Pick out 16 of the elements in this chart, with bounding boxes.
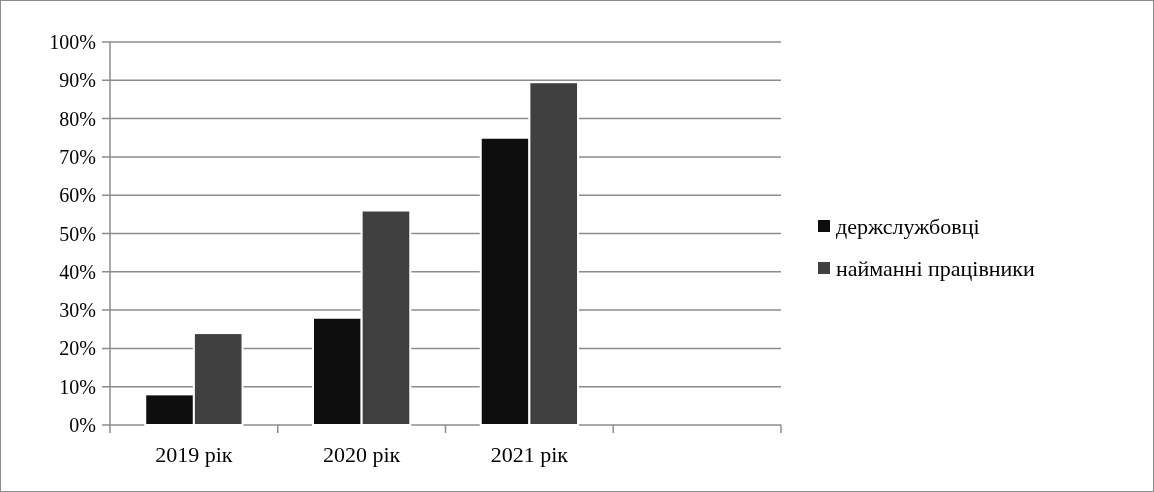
y-tick-label: 10%	[59, 375, 96, 398]
y-tick-label: 100%	[49, 31, 96, 53]
x-tick-label: 2021 рік	[490, 442, 569, 467]
y-tick-label: 20%	[59, 337, 96, 360]
y-tick-label: 30%	[59, 299, 96, 322]
y-tick-label: 0%	[69, 414, 96, 436]
y-tick-label: 80%	[59, 107, 96, 130]
legend-label: держслужбовці	[836, 213, 980, 239]
x-tick-label: 2020 рік	[322, 442, 401, 467]
y-tick-label: 70%	[59, 145, 96, 168]
x-tick-label: 2019 рік	[155, 442, 233, 467]
y-tick-label: 90%	[59, 69, 96, 92]
y-tick-label: 40%	[59, 260, 96, 283]
y-tick-label: 60%	[59, 184, 96, 207]
legend-label: найманні працівники	[836, 255, 1036, 281]
y-tick-label: 50%	[59, 222, 96, 245]
